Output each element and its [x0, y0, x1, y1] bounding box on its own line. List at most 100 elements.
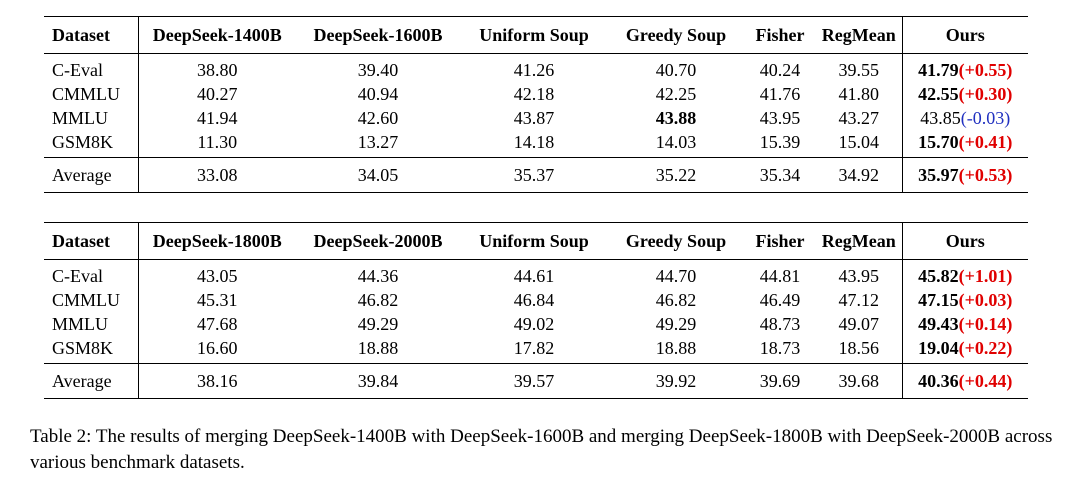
- value-cell: 47.12: [838, 289, 880, 310]
- value-cell: 40.94: [357, 83, 399, 104]
- header-dataset: Dataset: [44, 222, 139, 260]
- ours-cell: 41.79(+0.55): [901, 53, 1028, 82]
- value-cell: 49.29: [357, 313, 399, 334]
- dataset-cell: C-Eval: [44, 259, 139, 288]
- delta-value: (-0.03): [960, 107, 1011, 128]
- value-cell: 17.82: [513, 337, 555, 358]
- ours-cell: 45.82(+1.01): [901, 259, 1028, 288]
- delta-value: (+0.14): [958, 313, 1013, 334]
- value-cell: 43.95: [838, 265, 880, 286]
- value-cell: 44.61: [513, 265, 555, 286]
- value-cell: 18.73: [759, 337, 801, 358]
- results-table-top: Dataset DeepSeek-1400B DeepSeek-1600B Un…: [44, 16, 1028, 193]
- value-cell: 15.39: [759, 131, 801, 152]
- ours-cell: 42.55(+0.30): [901, 82, 1028, 106]
- value-cell: 47.68: [197, 313, 238, 334]
- header-ours: Ours: [901, 16, 1028, 54]
- value-cell: 48.73: [759, 313, 801, 334]
- ours-cell: 47.15(+0.03): [901, 288, 1028, 312]
- ours-cell: 49.43(+0.14): [901, 312, 1028, 336]
- value-cell: 49.07: [838, 313, 880, 334]
- value-cell: 41.76: [759, 83, 801, 104]
- value-cell: 18.88: [357, 337, 399, 358]
- value-cell: 18.56: [838, 337, 880, 358]
- value-cell: 14.03: [655, 131, 697, 152]
- ours-value: 47.15: [918, 289, 959, 310]
- table-row: C-Eval 43.05 44.36 44.61 44.70 44.81 43.…: [44, 259, 1028, 288]
- value-cell: 11.30: [197, 131, 238, 152]
- dataset-cell: MMLU: [44, 106, 139, 130]
- value-cell: 41.80: [838, 83, 880, 104]
- value-cell: 39.55: [838, 59, 880, 80]
- value-cell: 13.27: [357, 131, 399, 152]
- value-cell: 43.27: [838, 107, 880, 128]
- header-greedy-soup: Greedy Soup: [608, 222, 744, 260]
- value-cell: 41.26: [513, 59, 555, 80]
- dataset-cell: GSM8K: [44, 336, 139, 364]
- results-table-bottom: Dataset DeepSeek-1800B DeepSeek-2000B Un…: [44, 222, 1028, 399]
- table-row: C-Eval 38.80 39.40 41.26 40.70 40.24 39.…: [44, 53, 1028, 82]
- value-cell: 46.84: [513, 289, 555, 310]
- dataset-cell: Average: [44, 157, 139, 193]
- value-cell: 40.24: [759, 59, 801, 80]
- table-row: GSM8K 16.60 18.88 17.82 18.88 18.73 18.5…: [44, 336, 1028, 364]
- ours-cell: 15.70(+0.41): [901, 130, 1028, 158]
- value-cell: 38.16: [138, 363, 296, 399]
- value-cell: 39.92: [608, 363, 744, 399]
- dataset-cell: Average: [44, 363, 139, 399]
- table-row: MMLU 47.68 49.29 49.02 49.29 48.73 49.07…: [44, 312, 1028, 336]
- ours-value: 45.82: [918, 265, 959, 286]
- value-cell: 39.68: [816, 363, 902, 399]
- table-caption: Table 2: The results of merging DeepSeek…: [30, 426, 1053, 473]
- dataset-cell: MMLU: [44, 312, 139, 336]
- header-dataset: Dataset: [44, 16, 139, 54]
- value-cell: 34.05: [296, 157, 460, 193]
- ours-cell: 40.36(+0.44): [901, 363, 1028, 399]
- header-fisher: Fisher: [744, 16, 816, 54]
- value-cell: 43.05: [197, 265, 238, 286]
- header-greedy-soup: Greedy Soup: [608, 16, 744, 54]
- value-cell: 44.70: [655, 265, 697, 286]
- value-cell: 49.29: [655, 313, 697, 334]
- table-row: CMMLU 40.27 40.94 42.18 42.25 41.76 41.8…: [44, 82, 1028, 106]
- delta-value: (+0.44): [958, 370, 1013, 391]
- value-cell: 35.34: [744, 157, 816, 193]
- header-ours: Ours: [901, 222, 1028, 260]
- value-cell: 42.25: [655, 83, 697, 104]
- ours-cell: 19.04(+0.22): [901, 336, 1028, 364]
- value-cell: 46.82: [655, 289, 697, 310]
- header-model-2: DeepSeek-1600B: [296, 16, 460, 54]
- value-cell: 39.57: [460, 363, 608, 399]
- value-cell: 46.82: [357, 289, 399, 310]
- dataset-cell: CMMLU: [44, 288, 139, 312]
- value-cell: 39.84: [296, 363, 460, 399]
- value-cell: 46.49: [759, 289, 801, 310]
- value-cell: 45.31: [197, 289, 238, 310]
- delta-value: (+0.03): [958, 289, 1013, 310]
- value-cell: 39.69: [744, 363, 816, 399]
- delta-value: (+0.53): [958, 164, 1013, 185]
- value-cell: 18.88: [655, 337, 697, 358]
- ours-cell: 35.97(+0.53): [901, 157, 1028, 193]
- delta-value: (+1.01): [958, 265, 1013, 286]
- value-cell: 39.40: [357, 59, 399, 80]
- value-cell: 40.70: [655, 59, 697, 80]
- header-row: Dataset DeepSeek-1400B DeepSeek-1600B Un…: [44, 16, 1028, 54]
- value-cell: 35.22: [608, 157, 744, 193]
- header-model-1: DeepSeek-1800B: [138, 222, 296, 260]
- ours-value: 15.70: [918, 131, 959, 152]
- best-value-cell: 43.88: [655, 107, 697, 128]
- dataset-cell: C-Eval: [44, 53, 139, 82]
- value-cell: 41.94: [197, 107, 238, 128]
- header-uniform-soup: Uniform Soup: [460, 222, 608, 260]
- ours-value: 43.85: [920, 107, 961, 128]
- table-row: CMMLU 45.31 46.82 46.84 46.82 46.49 47.1…: [44, 288, 1028, 312]
- ours-value: 49.43: [918, 313, 959, 334]
- value-cell: 49.02: [513, 313, 555, 334]
- delta-value: (+0.30): [958, 83, 1013, 104]
- value-cell: 34.92: [816, 157, 902, 193]
- value-cell: 43.95: [759, 107, 801, 128]
- value-cell: 14.18: [513, 131, 555, 152]
- value-cell: 43.87: [513, 107, 555, 128]
- value-cell: 44.81: [759, 265, 801, 286]
